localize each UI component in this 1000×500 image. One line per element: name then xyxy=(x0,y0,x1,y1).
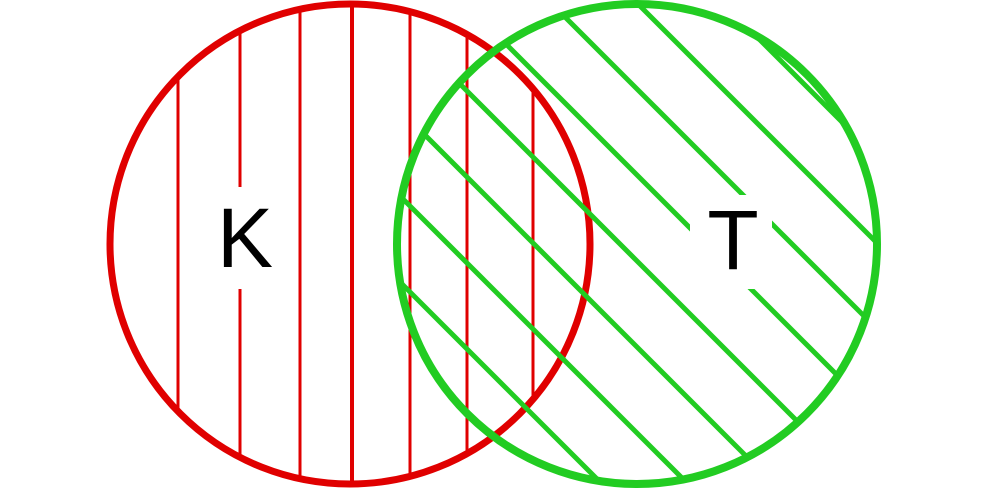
hatch-line-t xyxy=(892,0,1000,500)
set-t-label-bg xyxy=(690,195,772,289)
hatch-line-t xyxy=(0,0,16,500)
hatch-line-t xyxy=(632,4,877,484)
set-t-circle xyxy=(393,0,881,488)
hatch-line-t xyxy=(804,4,877,484)
set-t-label: T xyxy=(707,193,758,287)
hatch-line-t xyxy=(397,4,706,484)
hatch-line-t xyxy=(0,0,188,500)
hatch-line-t xyxy=(397,4,620,484)
hatch-line-t xyxy=(978,0,1000,500)
set-k-circle xyxy=(106,0,594,488)
hatch-line-t xyxy=(397,4,792,484)
hatch-line-t xyxy=(0,0,102,500)
set-k-label: K xyxy=(217,191,273,285)
hatch-line-t xyxy=(718,4,877,484)
set-k-label-bg xyxy=(203,187,278,289)
hatch-line-t xyxy=(546,4,877,484)
set-k xyxy=(106,0,594,488)
